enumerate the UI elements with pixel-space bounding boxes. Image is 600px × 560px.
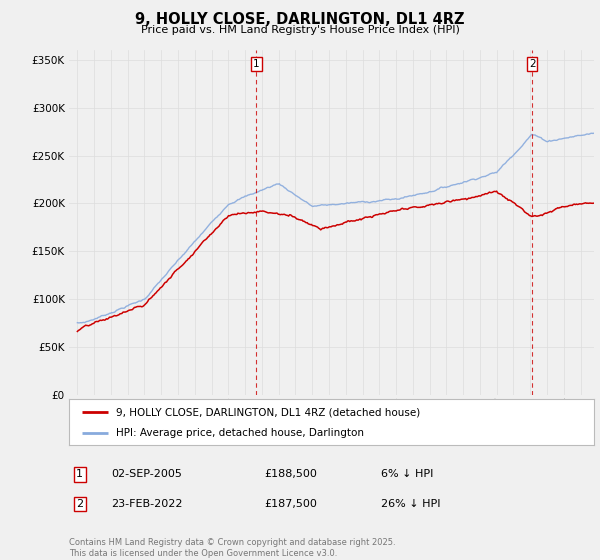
Text: 6% ↓ HPI: 6% ↓ HPI [381, 469, 433, 479]
Text: Contains HM Land Registry data © Crown copyright and database right 2025.
This d: Contains HM Land Registry data © Crown c… [69, 538, 395, 558]
Text: Price paid vs. HM Land Registry's House Price Index (HPI): Price paid vs. HM Land Registry's House … [140, 25, 460, 35]
Text: 2: 2 [529, 59, 536, 69]
Text: £187,500: £187,500 [264, 499, 317, 509]
Text: 02-SEP-2005: 02-SEP-2005 [111, 469, 182, 479]
Text: 23-FEB-2022: 23-FEB-2022 [111, 499, 182, 509]
Text: HPI: Average price, detached house, Darlington: HPI: Average price, detached house, Darl… [116, 428, 364, 438]
Text: 1: 1 [253, 59, 260, 69]
Text: 26% ↓ HPI: 26% ↓ HPI [381, 499, 440, 509]
Text: £188,500: £188,500 [264, 469, 317, 479]
Text: 9, HOLLY CLOSE, DARLINGTON, DL1 4RZ: 9, HOLLY CLOSE, DARLINGTON, DL1 4RZ [135, 12, 465, 27]
Text: 9, HOLLY CLOSE, DARLINGTON, DL1 4RZ (detached house): 9, HOLLY CLOSE, DARLINGTON, DL1 4RZ (det… [116, 407, 421, 417]
Text: 2: 2 [76, 499, 83, 509]
Text: 1: 1 [76, 469, 83, 479]
